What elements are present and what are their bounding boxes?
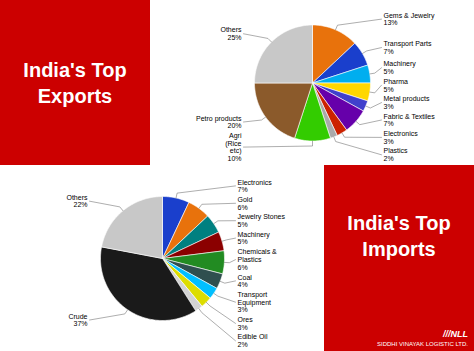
html-text:India's Top Exports: India's Top Exports [23,58,127,107]
svg-text:Coal4%: Coal4% [238,274,253,289]
svg-text:Edible Oil2%: Edible Oil2% [238,333,268,348]
svg-text:Electronics7%: Electronics7% [238,179,273,194]
svg-text:Chemicals &Plastics6%: Chemicals &Plastics6% [238,248,278,270]
svg-text:TransportEquipment3%: TransportEquipment3% [238,291,272,313]
svg-text:Others22%: Others22% [66,194,88,209]
svg-text:Petro products20%: Petro products20% [196,115,242,130]
svg-text:Pharma5%: Pharma5% [384,78,409,93]
svg-text:Plastics2%: Plastics2% [384,147,409,162]
html-text:India's Top Imports: India's Top Imports [347,211,451,260]
svg-text:Jewelry Stones5%: Jewelry Stones5% [238,213,286,228]
svg-text:Transport Parts7%: Transport Parts7% [384,40,432,55]
svg-text:Fabric & Textiles7%: Fabric & Textiles7% [384,113,436,128]
html-text:SIDDHI VINAYAK LOGISTIC LTD.: SIDDHI VINAYAK LOGISTIC LTD. [377,341,468,347]
svg-text:Crude37%: Crude37% [68,313,87,328]
svg-text:Electronics3%: Electronics3% [384,130,419,145]
svg-text:Gems & Jewelry13%: Gems & Jewelry13% [384,12,435,27]
html-text:///NLL: ///NLL [443,329,468,339]
svg-text:Metal products3%: Metal products3% [384,95,430,110]
svg-text:Gold6%: Gold6% [238,196,253,211]
svg-text:Machinery5%: Machinery5% [384,60,417,75]
svg-text:Agri(Riceetc)10%: Agri(Riceetc)10% [225,132,242,162]
svg-text:Machinery5%: Machinery5% [238,231,271,246]
svg-text:Ores3%: Ores3% [238,316,254,331]
svg-text:Others25%: Others25% [220,26,242,41]
